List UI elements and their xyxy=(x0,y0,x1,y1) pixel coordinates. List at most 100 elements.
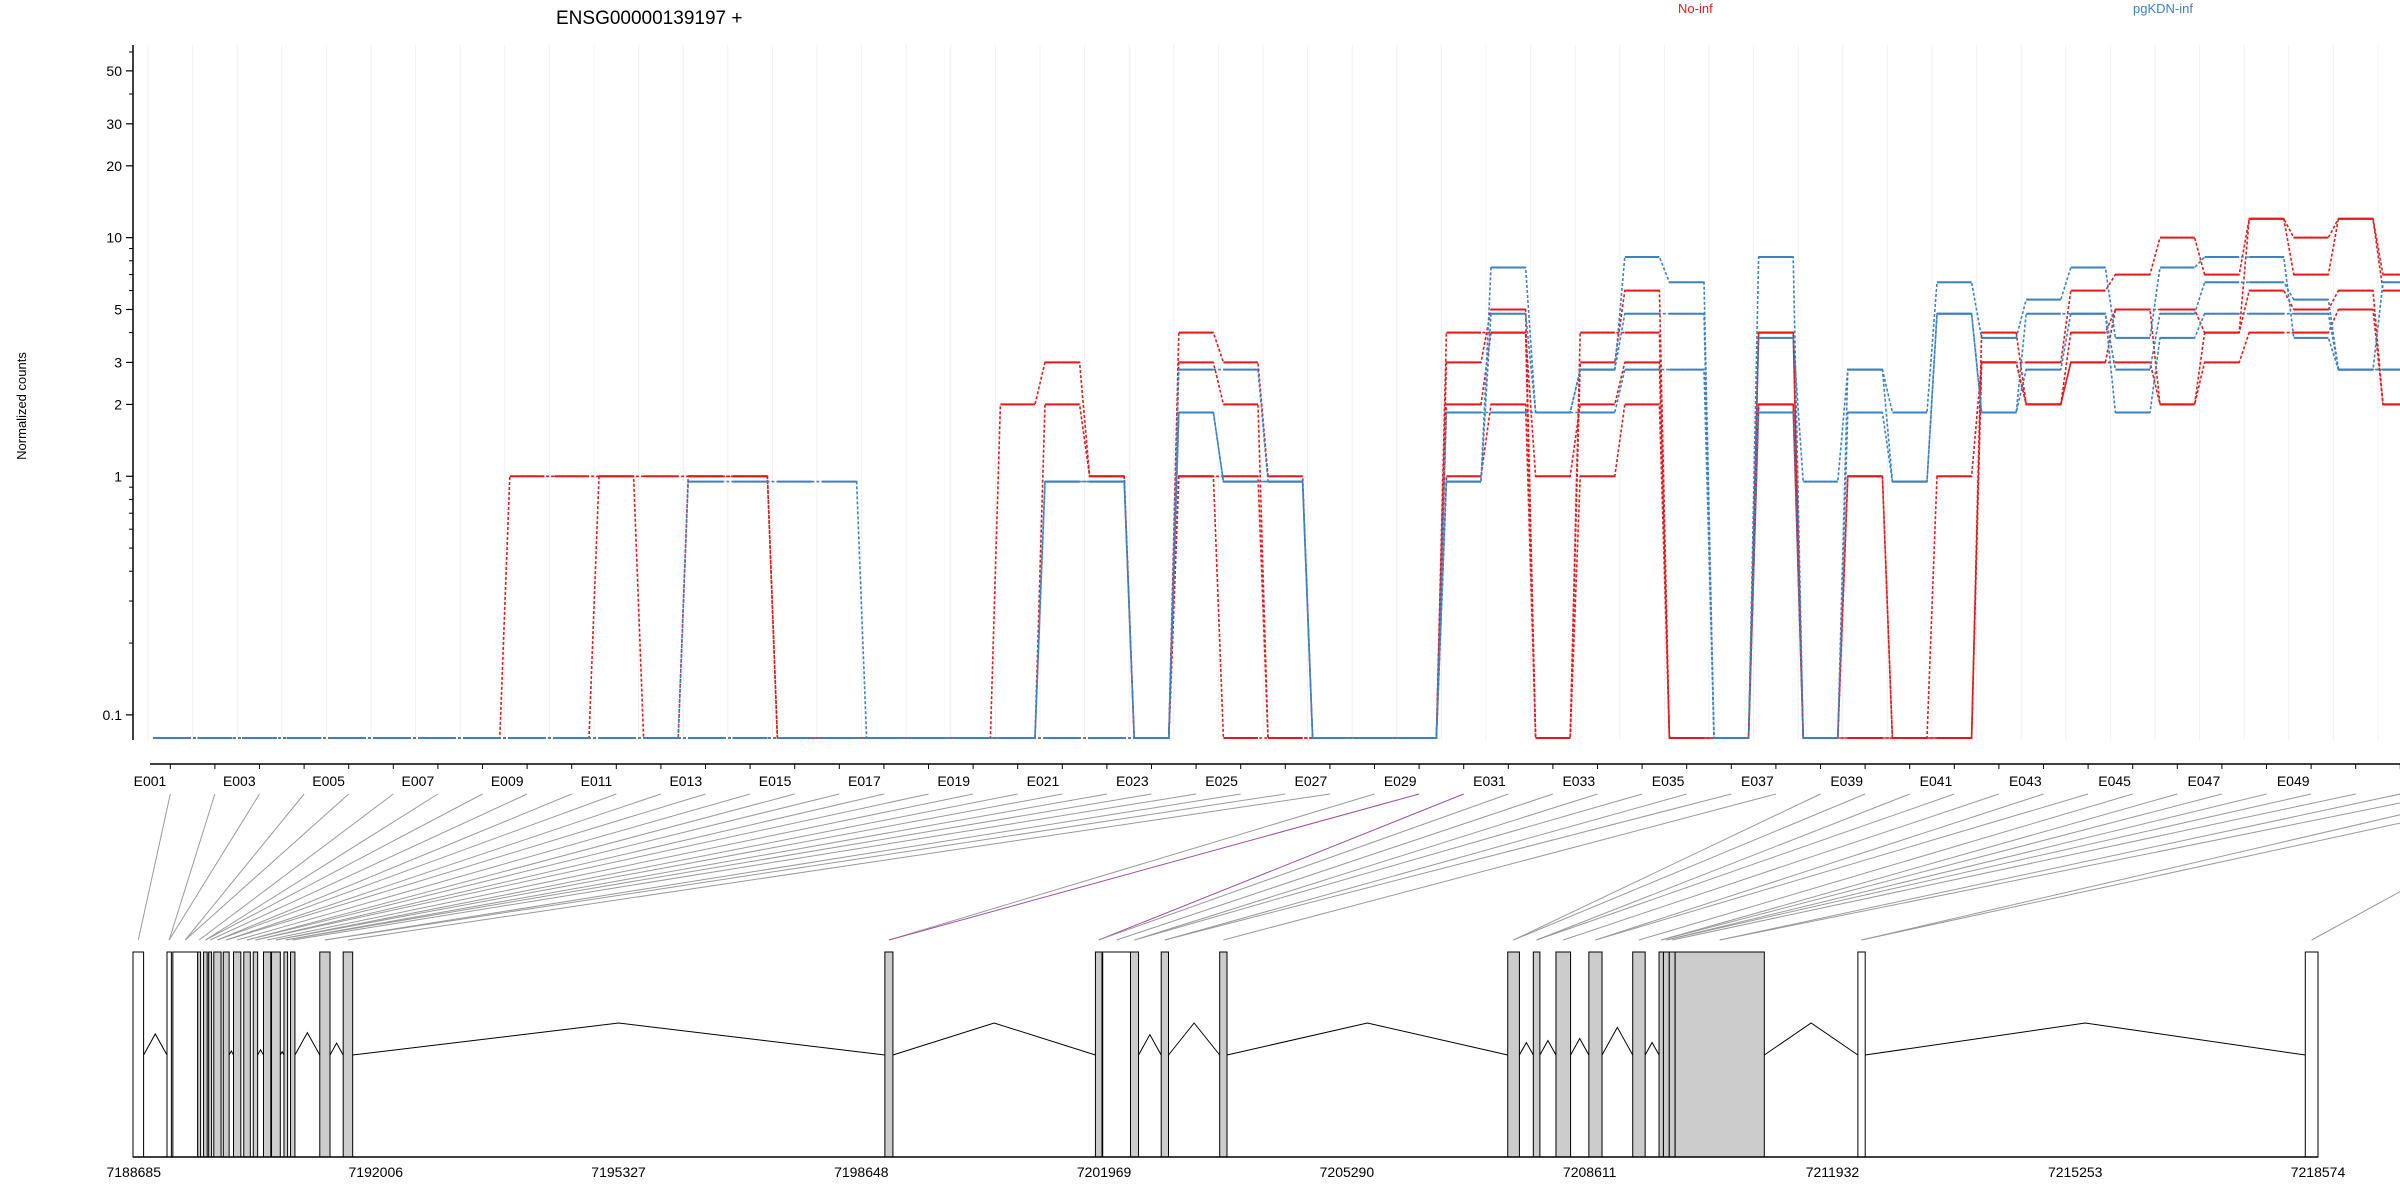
connector-line xyxy=(1661,793,2178,941)
x-tick-label: E015 xyxy=(759,773,792,789)
exon-box xyxy=(262,951,272,1158)
y-axis: 0.1 1 2 3 5 10 20 30 50 xyxy=(103,45,134,740)
exon-box xyxy=(1102,951,1132,1158)
coordinate-tick-label: 7215253 xyxy=(2048,1164,2103,1180)
connector-line xyxy=(1595,793,2089,941)
y-tick-label: 0.1 xyxy=(103,707,123,723)
connector-line xyxy=(285,793,1152,941)
series-line-1 xyxy=(153,218,2400,739)
intron-line xyxy=(1764,1022,1859,1056)
connector-line xyxy=(324,793,1286,941)
connector-line xyxy=(226,793,706,941)
exon-box xyxy=(203,951,208,1158)
exon-box xyxy=(283,951,289,1158)
x-tick-label: E017 xyxy=(848,773,881,789)
x-tick-label: E037 xyxy=(1741,773,1774,789)
exon-box xyxy=(290,951,296,1158)
coordinate-tick-label: 7192006 xyxy=(349,1164,404,1180)
y-tick-label: 10 xyxy=(106,230,122,246)
connector-line xyxy=(209,793,528,941)
connector-line xyxy=(1666,793,2312,941)
y-tick-label: 1 xyxy=(114,468,122,484)
exon-box xyxy=(222,951,230,1158)
x-tick-label: E021 xyxy=(1027,773,1060,789)
connector-line xyxy=(237,793,751,941)
connector-line xyxy=(275,793,1063,941)
coordinate-tick-label: 7198648 xyxy=(834,1164,889,1180)
connector-line xyxy=(168,793,260,941)
connector-line xyxy=(347,793,1330,941)
series-line-6 xyxy=(153,312,2400,739)
exon-box xyxy=(243,951,251,1158)
exon-box xyxy=(1507,951,1520,1158)
legend-label-no-inf: No-inf xyxy=(1678,1,1713,16)
connector-line xyxy=(1661,793,2223,941)
connector-line xyxy=(275,793,1018,941)
series-line-2 xyxy=(153,289,2400,739)
legend-label-pgkdn-inf: pgKDN-inf xyxy=(2133,1,2193,16)
intron-line xyxy=(1601,1026,1634,1056)
coordinate-tick-label: 7208611 xyxy=(1563,1164,1617,1180)
x-tick-label: E049 xyxy=(2277,773,2310,789)
exon-box xyxy=(252,951,259,1158)
connector-line xyxy=(1164,793,1732,941)
connector-line xyxy=(168,793,216,941)
connector-line xyxy=(205,793,439,941)
connector-line xyxy=(184,793,350,941)
series-line-5 xyxy=(153,281,2400,739)
connector-line xyxy=(217,793,572,941)
x-tick-label: E001 xyxy=(134,773,167,789)
exon-box xyxy=(1658,951,1664,1158)
gene-model xyxy=(132,951,2319,1158)
connector-line xyxy=(1513,793,1866,941)
connector-line xyxy=(246,793,795,941)
exon-box xyxy=(1668,951,1676,1158)
connector-line xyxy=(1672,793,2356,941)
connector-line xyxy=(137,793,171,941)
connector-line xyxy=(888,793,1375,941)
exon-box xyxy=(1555,951,1572,1158)
series-lines xyxy=(153,217,2400,739)
connector-line xyxy=(205,793,483,941)
exon-box xyxy=(271,951,281,1158)
exon-box xyxy=(1160,951,1170,1158)
intron-line xyxy=(1865,1022,2306,1056)
y-tick-label: 3 xyxy=(114,354,122,370)
connector-line xyxy=(1134,793,1598,941)
exon-box xyxy=(1532,951,1541,1158)
genomic-coordinate-axis: 7188685 7192006 7195327 7198648 7201969 72052… xyxy=(106,1164,2345,1180)
connector-line xyxy=(1666,793,2267,941)
x-tick-label: E023 xyxy=(1116,773,1149,789)
intron-line xyxy=(352,1022,885,1056)
exon-box xyxy=(1588,951,1603,1158)
coordinate-tick-label: 7211932 xyxy=(1806,1164,1860,1180)
connector-line xyxy=(1595,793,2044,941)
connector-line xyxy=(267,793,974,941)
exon-box xyxy=(172,951,199,1158)
x-tick-label: E003 xyxy=(223,773,256,789)
intron-line xyxy=(1518,1041,1534,1056)
exon-box xyxy=(132,951,145,1158)
intron-line xyxy=(257,1048,264,1056)
coordinate-tick-label: 7188685 xyxy=(106,1164,161,1180)
exon-box xyxy=(213,951,222,1158)
exon-box xyxy=(1632,951,1646,1158)
intron-line xyxy=(1226,1022,1508,1056)
connector-line xyxy=(1223,793,1777,941)
x-tick-label: E047 xyxy=(2188,773,2221,789)
exon-box xyxy=(233,951,242,1158)
connector-line xyxy=(888,793,1420,941)
x-tick-label: E019 xyxy=(937,773,970,789)
y-tick-label: 30 xyxy=(106,116,122,132)
y-tick-label: 50 xyxy=(106,63,122,79)
intron-line xyxy=(1539,1039,1557,1056)
connector-line xyxy=(198,793,394,941)
connector-line xyxy=(246,793,840,941)
x-tick-label: E031 xyxy=(1473,773,1506,789)
intron-line xyxy=(892,1022,1096,1056)
connector-line xyxy=(1134,793,1643,941)
connector-line xyxy=(255,793,885,941)
x-tick-label: E045 xyxy=(2098,773,2131,789)
connector-line xyxy=(324,793,1241,941)
